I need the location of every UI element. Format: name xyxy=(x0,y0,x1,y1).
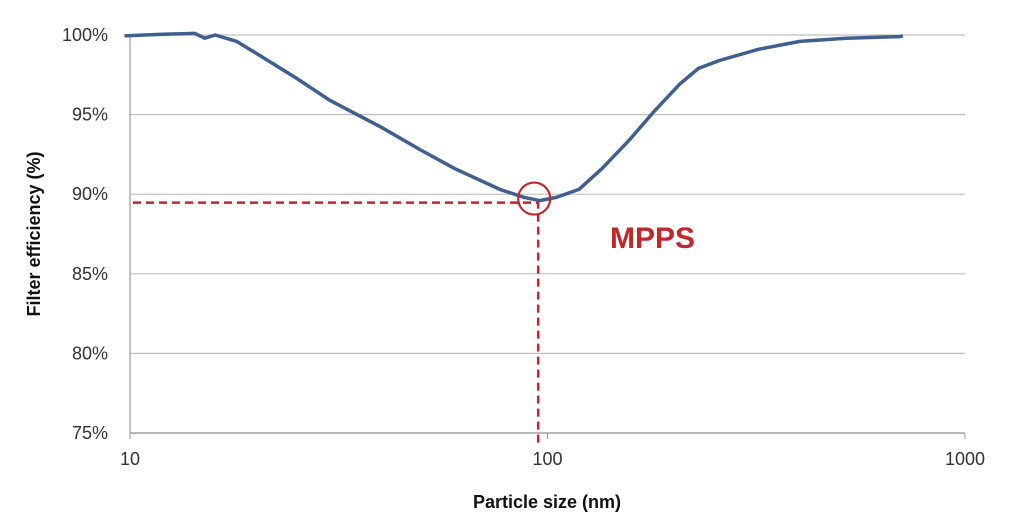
y-tick-label: 100% xyxy=(62,25,108,45)
x-axis-label: Particle size (nm) xyxy=(473,492,621,512)
y-tick-label: 80% xyxy=(72,343,108,363)
y-axis-label: Filter efficiency (%) xyxy=(24,151,44,316)
x-tick-label: 10 xyxy=(120,449,140,469)
mpps-annotation: MPPS xyxy=(610,222,695,255)
y-tick-label: 75% xyxy=(72,423,108,443)
mpps-marker-circle xyxy=(517,181,552,216)
y-tick-label: 85% xyxy=(72,264,108,284)
x-tick-label: 100 xyxy=(532,449,562,469)
x-tick-label: 1000 xyxy=(945,449,985,469)
y-tick-label: 95% xyxy=(72,105,108,125)
efficiency-line xyxy=(124,31,904,203)
y-tick-label: 90% xyxy=(72,184,108,204)
